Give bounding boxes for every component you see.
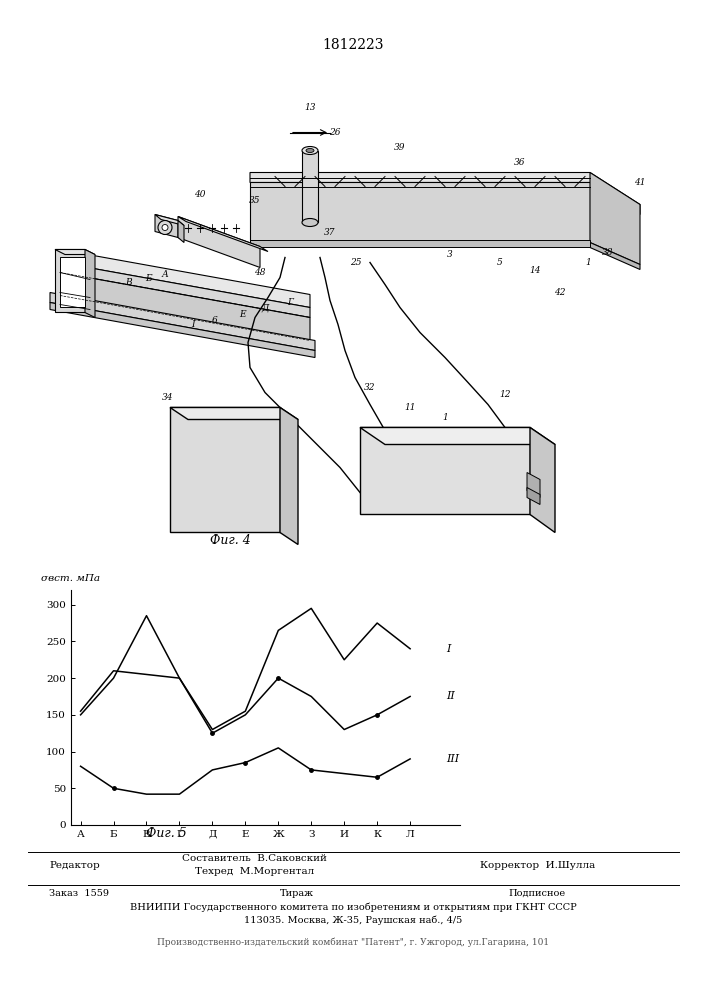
Polygon shape — [360, 427, 530, 514]
Text: Редактор: Редактор — [49, 861, 100, 870]
Text: Тираж: Тираж — [280, 889, 314, 898]
Text: Заказ  1559: Заказ 1559 — [49, 889, 110, 898]
Text: 40: 40 — [194, 190, 206, 199]
Text: 35: 35 — [250, 196, 261, 205]
Text: 37: 37 — [325, 228, 336, 237]
Text: 12: 12 — [499, 390, 510, 399]
Text: I: I — [446, 644, 451, 654]
Text: 41: 41 — [634, 178, 645, 187]
Text: 34: 34 — [162, 393, 174, 402]
Polygon shape — [60, 272, 310, 340]
Polygon shape — [60, 249, 310, 308]
Text: 1: 1 — [442, 413, 448, 422]
Polygon shape — [50, 292, 315, 351]
Text: Фиг. 4: Фиг. 4 — [209, 534, 250, 547]
Text: II: II — [446, 691, 455, 701]
Text: Г: Г — [287, 298, 293, 307]
Ellipse shape — [302, 146, 318, 154]
Ellipse shape — [302, 219, 318, 227]
Text: III: III — [446, 754, 460, 764]
Text: І: І — [192, 320, 194, 329]
Circle shape — [158, 221, 172, 234]
Text: Подписное: Подписное — [509, 889, 566, 898]
Text: σвст. мПа: σвст. мПа — [41, 574, 100, 583]
Text: 48: 48 — [255, 268, 266, 277]
Polygon shape — [250, 240, 590, 247]
Text: В: В — [124, 278, 132, 287]
Text: 6: 6 — [212, 316, 218, 325]
Polygon shape — [280, 407, 298, 544]
Text: ВНИИПИ Государственного комитета по изобретениям и открытиям при ГКНТ СССР: ВНИИПИ Государственного комитета по изоб… — [130, 902, 577, 912]
Text: 1: 1 — [585, 258, 591, 267]
Text: Производственно-издательский комбинат "Патент", г. Ужгород, ул.Гагарина, 101: Производственно-издательский комбинат "П… — [158, 938, 549, 947]
Ellipse shape — [306, 148, 314, 152]
Circle shape — [162, 225, 168, 231]
Polygon shape — [85, 249, 95, 318]
Polygon shape — [250, 172, 640, 215]
Text: 25: 25 — [350, 258, 362, 267]
Polygon shape — [55, 249, 95, 254]
Polygon shape — [178, 217, 268, 251]
Polygon shape — [155, 215, 184, 226]
Polygon shape — [178, 217, 260, 267]
Text: Е: Е — [239, 310, 245, 319]
Polygon shape — [250, 182, 590, 242]
Polygon shape — [50, 302, 315, 358]
Polygon shape — [60, 257, 85, 308]
Polygon shape — [590, 172, 640, 264]
Text: 3: 3 — [447, 250, 453, 259]
Text: 14: 14 — [530, 266, 541, 275]
Text: Техред  М.Моргентал: Техред М.Моргентал — [195, 867, 314, 876]
Text: 113035. Москва, Ж-35, Раушская наб., 4/5: 113035. Москва, Ж-35, Раушская наб., 4/5 — [245, 916, 462, 925]
Polygon shape — [302, 150, 318, 223]
Text: 36: 36 — [514, 158, 526, 167]
Polygon shape — [590, 242, 640, 269]
Text: 13: 13 — [304, 103, 316, 112]
Text: 1812223: 1812223 — [323, 38, 384, 52]
Circle shape — [230, 457, 250, 477]
Circle shape — [235, 462, 245, 472]
Polygon shape — [527, 472, 540, 497]
Text: А: А — [162, 270, 168, 279]
Polygon shape — [155, 215, 178, 237]
Text: Фиг. 5: Фиг. 5 — [146, 827, 187, 840]
Polygon shape — [527, 487, 540, 504]
Text: Д: Д — [262, 303, 269, 312]
Text: 42: 42 — [554, 288, 566, 297]
Text: 11: 11 — [404, 403, 416, 412]
Text: Б: Б — [145, 274, 151, 283]
Text: 39: 39 — [395, 143, 406, 152]
Text: 32: 32 — [364, 383, 375, 392]
Text: Составитель  В.Саковский: Составитель В.Саковский — [182, 854, 327, 863]
Polygon shape — [55, 249, 85, 312]
Polygon shape — [170, 407, 280, 532]
Polygon shape — [178, 221, 184, 242]
Text: 5: 5 — [497, 258, 503, 267]
Polygon shape — [60, 262, 310, 318]
Polygon shape — [530, 427, 555, 532]
Polygon shape — [360, 427, 555, 444]
Text: 26: 26 — [329, 128, 341, 137]
Polygon shape — [170, 407, 298, 419]
Text: Корректор  И.Шулла: Корректор И.Шулла — [479, 861, 595, 870]
Text: 38: 38 — [602, 248, 614, 257]
